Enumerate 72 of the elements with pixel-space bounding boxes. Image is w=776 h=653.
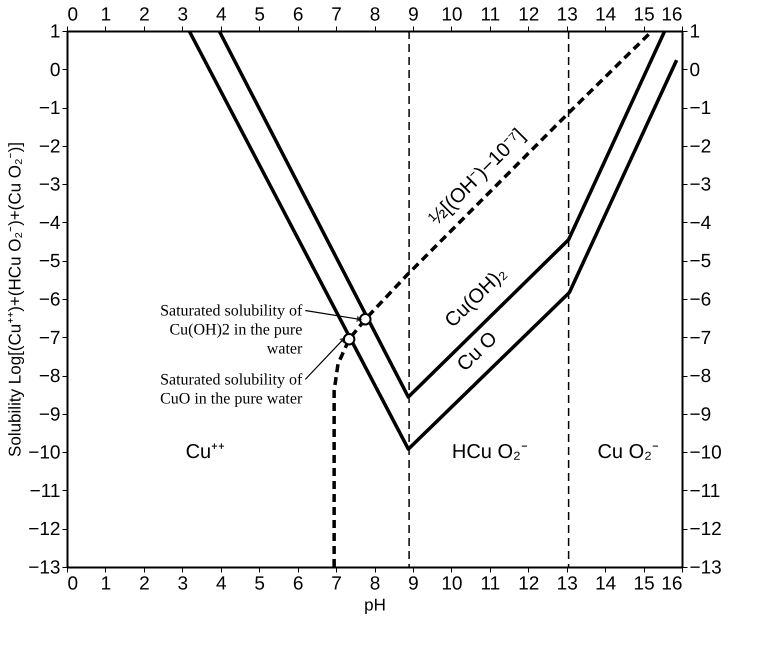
x2-tick-label: 5 — [254, 4, 265, 26]
annotation: Cu⁺⁺ — [186, 441, 226, 464]
x2-tick-label: 14 — [595, 4, 617, 26]
x2-tick-label: 3 — [178, 4, 188, 26]
y2-tick-label: −6 — [690, 290, 712, 310]
y2-tick-label: −7 — [690, 328, 712, 349]
x2-tick-label: 1 — [100, 4, 112, 26]
y-tick-label: −3 — [38, 174, 60, 196]
annotation: HCu O₂⁻ — [452, 441, 528, 464]
x-tick-label: 9 — [408, 574, 419, 594]
x-tick-label: 6 — [292, 574, 304, 594]
y2-tick-label: −9 — [690, 404, 712, 426]
x-tick-label: 11 — [480, 574, 500, 594]
x-tick-label: 0 — [68, 574, 78, 594]
y2-tick-label: −1 — [690, 98, 712, 120]
y2-tick-label: 1 — [690, 22, 700, 42]
annotation: Saturated solubility of Cu(OH)2 in the pure water — [160, 302, 303, 358]
y-axis-title: Solubility Log[(Cu⁺⁺)+(HCu O₂⁻)+(Cu O₂⁻)] — [5, 142, 24, 457]
x-tick-label: 16 — [661, 574, 682, 594]
annotation: Saturated solubility of CuO in the pure water — [160, 371, 303, 408]
x2-tick-label: 6 — [292, 4, 304, 26]
y2-tick-label: −4 — [690, 212, 712, 234]
y-tick-label: −8 — [38, 366, 60, 388]
y-tick-label: −11 — [30, 480, 60, 502]
x2-tick-label: 15 — [633, 4, 655, 26]
y-tick-label: 1 — [50, 22, 60, 42]
y-tick-label: −6 — [38, 290, 60, 310]
x2-tick-label: 12 — [518, 4, 540, 26]
x-tick-label: 7 — [331, 574, 342, 594]
x2-tick-label: 7 — [331, 4, 342, 26]
x2-tick-label: 11 — [480, 4, 500, 26]
x2-tick-label: 4 — [216, 4, 227, 26]
y-tick-label: −7 — [38, 328, 60, 349]
y-tick-label: −1 — [38, 98, 60, 120]
y-tick-label: −12 — [28, 519, 60, 540]
x2-tick-label: 0 — [68, 4, 78, 26]
x-tick-label: 10 — [441, 574, 462, 594]
x-tick-label: 8 — [370, 574, 380, 594]
y-tick-label: −10 — [28, 442, 60, 464]
x-tick-label: 3 — [178, 574, 188, 594]
annotation: Cu O₂⁻ — [597, 441, 659, 464]
x2-tick-label: 10 — [441, 4, 462, 26]
y-tick-label: −9 — [38, 404, 60, 426]
x-tick-label: 1 — [100, 574, 112, 594]
y-tick-label: −5 — [38, 251, 60, 272]
x-axis-title: pH — [364, 596, 386, 614]
x-tick-label: 14 — [595, 574, 617, 594]
x-tick-label: 5 — [254, 574, 265, 594]
x2-tick-label: 13 — [556, 4, 578, 26]
x2-tick-label: 9 — [408, 4, 419, 26]
text: Cu O — [452, 327, 502, 376]
y2-tick-label: −5 — [690, 251, 712, 272]
y2-tick-label: −11 — [690, 480, 720, 502]
y2-tick-label: −8 — [690, 366, 712, 388]
x-tick-label: 2 — [139, 574, 150, 594]
y2-tick-label: −13 — [690, 558, 722, 578]
x-tick-label: 4 — [216, 574, 227, 594]
y-tick-label: 0 — [50, 60, 60, 81]
x2-tick-label: 2 — [139, 4, 150, 26]
y-tick-label: −13 — [28, 558, 60, 578]
y2-tick-label: −12 — [690, 519, 722, 540]
y2-tick-label: 0 — [690, 60, 700, 81]
x2-tick-label: 8 — [370, 4, 380, 26]
x-tick-label: 13 — [556, 574, 578, 594]
y-tick-label: −2 — [38, 136, 60, 158]
x-tick-label: 12 — [518, 574, 540, 594]
y2-tick-label: −2 — [690, 136, 712, 158]
x-tick-label: 15 — [633, 574, 655, 594]
y-tick-label: −4 — [38, 212, 61, 234]
y2-tick-label: −10 — [690, 442, 722, 464]
x2-tick-label: 16 — [661, 4, 682, 26]
y2-tick-label: −3 — [690, 174, 712, 196]
